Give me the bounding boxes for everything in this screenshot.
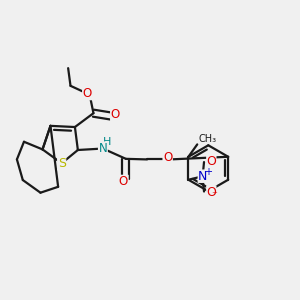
Text: H: H <box>103 137 112 147</box>
Text: O: O <box>83 87 92 100</box>
Text: O: O <box>119 175 128 188</box>
Text: ⁻: ⁻ <box>211 190 217 201</box>
Text: O: O <box>206 186 216 199</box>
Text: S: S <box>58 157 66 170</box>
Text: N: N <box>98 142 107 155</box>
Text: +: + <box>204 167 212 177</box>
Text: N: N <box>198 170 207 183</box>
Text: O: O <box>206 155 216 168</box>
Text: CH₃: CH₃ <box>198 134 217 144</box>
Text: O: O <box>111 109 120 122</box>
Text: O: O <box>163 151 172 164</box>
